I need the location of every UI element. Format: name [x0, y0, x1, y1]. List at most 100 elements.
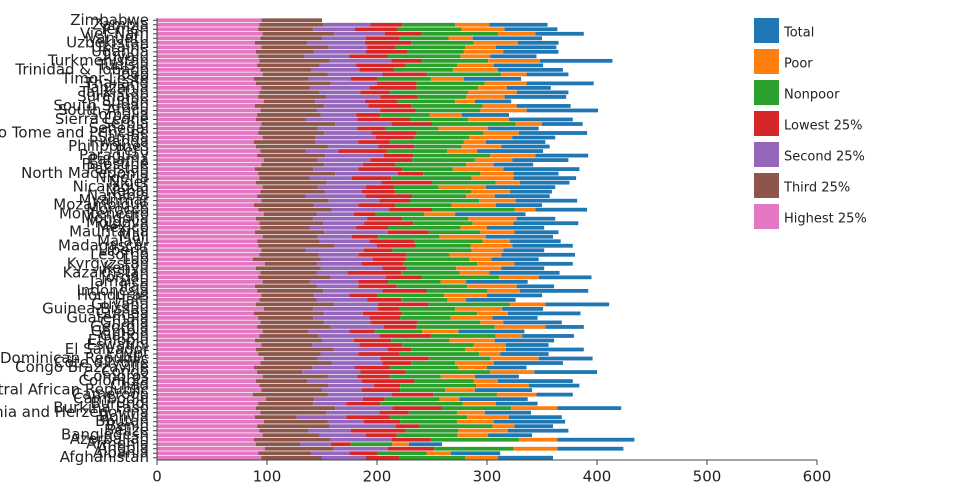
bar-segment	[323, 22, 371, 27]
bar-segment	[557, 406, 622, 411]
bar-segment	[259, 90, 320, 95]
bar-segment	[474, 99, 512, 104]
bar-segment	[460, 225, 487, 230]
bar-segment	[257, 239, 320, 244]
bar-segment	[411, 40, 474, 45]
bar-segment	[504, 27, 558, 32]
bar-segment	[392, 442, 409, 447]
bar-segment	[157, 113, 258, 117]
bar-segment	[466, 162, 494, 167]
bar-segment	[430, 76, 464, 81]
y-tick-label: Burkina Faso	[53, 399, 149, 417]
y-tick-label: Nicaragua	[73, 178, 149, 196]
bar-segment	[260, 225, 310, 230]
bar-segment	[406, 252, 450, 257]
y-tick-label: Azerbaijan	[70, 430, 149, 448]
bar-segment	[379, 198, 410, 203]
bar-segment	[395, 162, 467, 167]
bar-segment	[488, 433, 533, 438]
bar-segment	[318, 252, 359, 257]
y-tick-label: Gambia	[91, 322, 149, 340]
bar-segment	[157, 451, 259, 456]
bar-segment	[157, 316, 259, 320]
bar-segment	[253, 311, 325, 316]
y-tick-label: Mozambique	[53, 196, 149, 214]
bar-segment	[466, 95, 505, 99]
bar-segment	[357, 374, 390, 379]
bar-segment	[320, 352, 359, 356]
bar-segment	[374, 329, 423, 334]
bar-segment	[157, 198, 262, 203]
bar-segment	[379, 410, 409, 415]
bar-segment	[157, 90, 260, 95]
bar-segment	[385, 275, 423, 280]
bar-segment	[313, 316, 370, 320]
bar-segment	[157, 392, 253, 397]
bar-segment	[309, 279, 359, 284]
bar-segment	[516, 216, 556, 221]
y-tick-label: Togo	[114, 65, 150, 83]
bar-segment	[308, 329, 350, 334]
bar-segment	[256, 302, 335, 307]
y-tick-label: Serbia	[101, 114, 149, 132]
bar-segment	[157, 424, 258, 429]
y-tick-label: Armenia	[86, 435, 149, 453]
bar-segment	[535, 153, 589, 158]
bar-segment	[395, 189, 472, 194]
bar-segment	[327, 419, 364, 424]
bar-segment	[157, 266, 256, 271]
bar-segment	[517, 40, 559, 45]
bar-segment	[455, 99, 475, 104]
y-tick-label: Palestine	[81, 155, 149, 173]
bar-segment	[254, 104, 325, 108]
bar-segment	[260, 320, 325, 325]
bar-segment	[157, 22, 260, 27]
bar-segment	[406, 266, 457, 271]
bar-segment	[447, 297, 467, 302]
bar-segment	[459, 270, 490, 275]
bar-segment	[157, 72, 263, 77]
bar-segment	[495, 45, 557, 50]
y-tick-label: Georgia	[90, 317, 149, 335]
bar-segment	[157, 261, 265, 266]
y-tick-label: Honduras	[77, 286, 149, 304]
bar-segment	[263, 158, 318, 162]
bar-segment	[305, 149, 339, 153]
bar-segment	[259, 334, 319, 338]
bar-segment	[355, 27, 398, 32]
bar-segment	[477, 149, 544, 153]
y-tick-label: Vanuatu	[87, 29, 149, 47]
bar-segment	[456, 266, 502, 271]
bar-segment	[448, 36, 473, 41]
bar-segment	[477, 311, 508, 316]
bar-segment	[157, 149, 261, 153]
bar-segment	[260, 108, 317, 113]
bar-segment	[471, 176, 514, 181]
bar-segment	[405, 370, 491, 374]
y-tick-label: Tajikistan	[79, 83, 149, 101]
bar-segment	[316, 261, 362, 266]
bar-segment	[485, 140, 546, 144]
bar-segment	[157, 135, 263, 140]
y-tick-label: Samoa	[97, 128, 149, 146]
bar-segment	[307, 379, 362, 383]
bar-segment	[259, 297, 317, 302]
bar-segment	[492, 316, 538, 320]
bar-segment	[514, 230, 559, 235]
bar-segment	[157, 379, 256, 383]
y-tick-label: Peru	[116, 142, 149, 160]
y-tick-label: Nepal	[106, 182, 149, 200]
bar-segment	[395, 203, 452, 208]
bar-segment	[259, 221, 324, 226]
bar-segment	[467, 284, 517, 289]
y-tick-label: Nigeria	[95, 169, 149, 187]
bar-segment	[356, 113, 381, 117]
bar-segment	[257, 370, 303, 374]
bar-segment	[157, 58, 260, 63]
bar-segment	[393, 67, 453, 72]
bar-segment	[472, 36, 542, 41]
bar-segment	[335, 171, 398, 176]
bar-segment	[319, 63, 357, 68]
bar-segment	[353, 338, 392, 343]
bar-segment	[157, 293, 262, 298]
